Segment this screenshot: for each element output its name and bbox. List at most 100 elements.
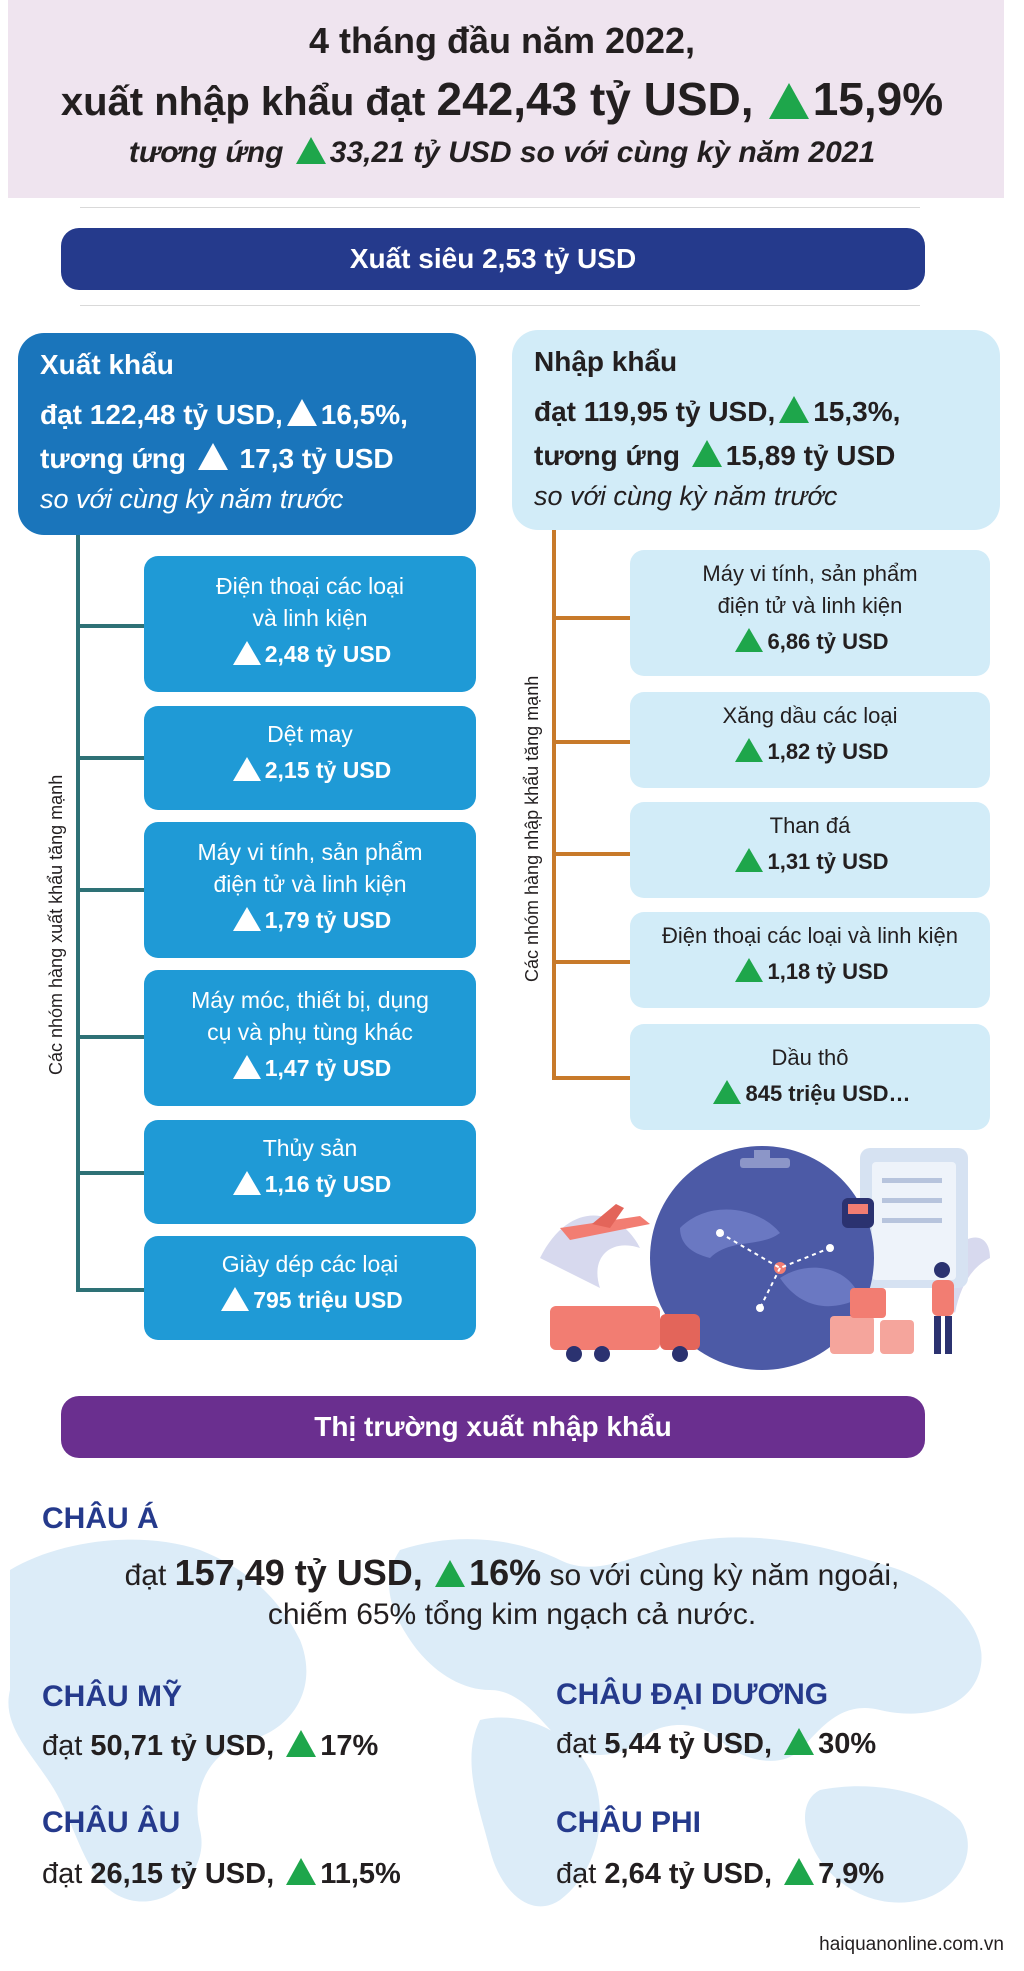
export-item-name: Giày dép các loại (221, 1251, 399, 1277)
export-item-name: Thủy sản (262, 1135, 358, 1161)
export-item: Thủy sản 1,16 tỷ USD (144, 1120, 476, 1224)
import-tree-trunk (552, 530, 556, 1080)
market-america-line: đạt 50,71 tỷ USD, 17% (42, 1730, 378, 1763)
market-europe-growth: 11,5% (320, 1858, 401, 1890)
export-tree-branch (76, 1288, 144, 1292)
import-item-name: Xăng dầu các loại (722, 703, 898, 728)
export-item-name: và linh kiện (252, 605, 368, 631)
import-item-value-row: 6,86 tỷ USD (630, 626, 990, 658)
growth-up-icon (286, 1858, 317, 1885)
market-asia-value: 157,49 tỷ USD, (174, 1552, 423, 1593)
train-window (848, 1204, 868, 1214)
market-oceania-prefix: đạt (556, 1728, 597, 1760)
logistics-illustration (540, 1146, 990, 1370)
headline-line2: xuất nhập khẩu đạt 242,43 tỷ USD, 15,9% (0, 72, 1004, 126)
headline-line3-value: 33,21 tỷ USD so với cùng kỳ năm 2021 (329, 136, 876, 169)
growth-up-icon (435, 1560, 466, 1587)
import-summary-card: Nhập khẩu đạt 119,95 tỷ USD, 15,3%, tương… (512, 330, 1000, 530)
market-africa-value: 2,64 tỷ USD, (604, 1858, 773, 1890)
export-title: Xuất khẩu (40, 349, 174, 380)
import-item-value: 1,18 tỷ USD (767, 959, 889, 984)
airplane-icon (560, 1216, 650, 1240)
export-summary-card: Xuất khẩu đạt 122,48 tỷ USD, 16,5%, tương… (18, 333, 476, 535)
worker-leg (945, 1316, 952, 1354)
export-tree-trunk (76, 535, 80, 1292)
export-increase-value: 17,3 tỷ USD (239, 443, 394, 474)
market-europe-title: CHÂU ÂU (42, 1806, 181, 1839)
export-item-value-row: 1,16 tỷ USD (144, 1168, 476, 1200)
import-item-value: 1,82 tỷ USD (767, 739, 889, 764)
import-tree-branch (552, 852, 630, 856)
import-line2: tương ứng 15,89 tỷ USD (534, 434, 978, 478)
continent-oceania (805, 1786, 968, 1903)
export-tree-branch (76, 888, 144, 892)
import-item: Máy vi tính, sản phẩm điện tử và linh ki… (630, 550, 990, 676)
growth-up-icon (713, 1080, 742, 1104)
import-item-name: Máy vi tính, sản phẩm (702, 561, 918, 586)
divider (80, 207, 920, 208)
export-item-name: cụ và phụ tùng khác (207, 1019, 413, 1045)
headline-growth: 15,9% (812, 73, 944, 125)
export-tree-branch (76, 1171, 144, 1175)
world-map-background (8, 1537, 982, 1907)
worker-body (932, 1280, 954, 1316)
export-comparison: so với cùng kỳ năm trước (40, 484, 344, 514)
market-america-title: CHÂU MỸ (42, 1680, 182, 1713)
export-item-value-row: 2,15 tỷ USD (144, 754, 476, 786)
export-item-value-row: 1,47 tỷ USD (144, 1052, 476, 1084)
import-item-value-row: 845 triệu USD… (630, 1078, 990, 1110)
export-item-name: điện tử và linh kiện (213, 871, 407, 897)
import-comparison: so với cùng kỳ năm trước (534, 481, 838, 511)
clipboard-line (882, 1198, 942, 1203)
market-america-value: 50,71 tỷ USD, (90, 1730, 275, 1762)
export-value: đạt 122,48 tỷ USD, (40, 399, 283, 430)
route-lines (719, 1232, 831, 1309)
globe-continent (780, 1267, 860, 1307)
trade-balance-pill: Xuất siêu 2,53 tỷ USD (61, 228, 925, 290)
truck-wheel (594, 1346, 610, 1362)
route-node (756, 1304, 764, 1312)
export-item-value: 1,16 tỷ USD (264, 1171, 392, 1197)
market-oceania-growth: 30% (818, 1728, 877, 1760)
clipboard-line (882, 1178, 942, 1183)
import-item-name: Than đá (769, 813, 851, 838)
import-item-name: điện tử và linh kiện (717, 593, 903, 618)
export-tree-branch (76, 624, 144, 628)
market-asia-line2: chiếm 65% tổng kim ngạch cả nước. (267, 1598, 757, 1631)
continent-africa (471, 1717, 600, 1907)
markets-title-pill: Thị trường xuất nhập khẩu (61, 1396, 925, 1458)
worker-leg (934, 1316, 941, 1354)
market-oceania-value: 5,44 tỷ USD, (604, 1728, 773, 1760)
growth-up-icon (232, 641, 261, 665)
clipboard-line (882, 1218, 942, 1223)
truck-icon (550, 1306, 660, 1350)
headline-line1: 4 tháng đầu năm 2022, (308, 20, 696, 61)
growth-up-icon (286, 1730, 317, 1757)
cargo-box-icon (830, 1316, 874, 1354)
ship-cabin (754, 1150, 770, 1160)
headline-prefix: xuất nhập khẩu đạt (60, 80, 426, 124)
truck-cab (660, 1314, 700, 1350)
import-item: Xăng dầu các loại 1,82 tỷ USD (630, 692, 990, 788)
headline-line3: tương ứng 33,21 tỷ USD so với cùng kỳ nă… (0, 136, 1004, 170)
growth-up-icon (232, 907, 261, 931)
import-tree-branch (552, 616, 630, 620)
export-item-value: 1,79 tỷ USD (264, 907, 392, 933)
import-tree-branch (552, 1076, 630, 1080)
export-item: Máy vi tính, sản phẩm điện tử và linh ki… (144, 822, 476, 958)
market-oceania-title: CHÂU ĐẠI DƯƠNG (556, 1678, 829, 1711)
import-item-value-row: 1,18 tỷ USD (630, 956, 990, 988)
import-growth: 15,3%, (813, 396, 901, 427)
import-item-name: Dầu thô (771, 1045, 849, 1070)
market-asia-suffix: so với cùng kỳ năm ngoái, (549, 1559, 900, 1592)
market-asia-title: CHÂU Á (42, 1502, 159, 1535)
export-item: Dệt may 2,15 tỷ USD (144, 706, 476, 810)
export-item: Điện thoại các loại và linh kiện 2,48 tỷ… (144, 556, 476, 692)
import-value: đạt 119,95 tỷ USD, (534, 396, 776, 427)
growth-up-icon (221, 1287, 250, 1311)
market-america-growth: 17% (320, 1730, 379, 1762)
export-item-name: Điện thoại các loại (216, 573, 404, 599)
market-africa-growth: 7,9% (818, 1858, 885, 1890)
import-tree-branch (552, 960, 630, 964)
headline-line3-prefix: tương ứng (128, 136, 284, 169)
